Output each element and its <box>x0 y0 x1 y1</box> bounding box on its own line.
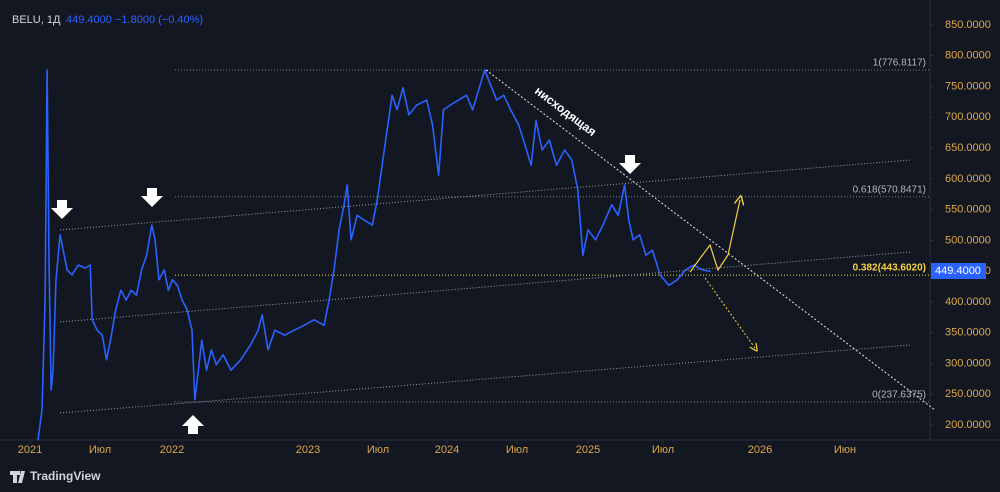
price-tag <box>931 263 986 279</box>
x-tick-label: 2023 <box>296 444 320 456</box>
symbol: BELU, 1Д <box>12 14 61 26</box>
x-tick-label: 2025 <box>576 444 600 456</box>
y-tick-label: 300.0000 <box>945 357 991 369</box>
logo <box>10 471 25 483</box>
y-tick-label: 400.0000 <box>945 296 991 308</box>
y-tick-label: 700.0000 <box>945 111 991 123</box>
arrow-down <box>51 200 73 219</box>
x-tick-label: Июн <box>834 444 856 456</box>
x-tick-label: 2022 <box>160 444 184 456</box>
y-tick-label: 550.0000 <box>945 204 991 216</box>
x-tick-label: 2026 <box>748 444 772 456</box>
y-tick-label: 850.0000 <box>945 19 991 31</box>
arrow-up <box>182 415 204 434</box>
x-tick-label: 2024 <box>435 444 459 456</box>
x-tick-label: Июл <box>89 444 111 456</box>
brand: TradingView <box>30 469 101 483</box>
price: 449.4000 <box>66 14 112 26</box>
change: −1.8000 (−0.40%) <box>115 14 203 26</box>
channel-line <box>59 344 911 414</box>
x-tick-label: Июл <box>506 444 528 456</box>
price-tag-label: 449.4000 <box>935 265 981 277</box>
fib-label: 1(776.8117) <box>873 58 926 69</box>
arrow-down <box>141 188 163 207</box>
y-tick-label: 750.0000 <box>945 80 991 92</box>
projection-up <box>689 200 740 273</box>
plot: 200.0000 250.0000 300.0000 350.0000 400.0000… <box>18 19 991 456</box>
channel-line <box>59 251 911 323</box>
x-tick-label: 2021 <box>18 444 42 456</box>
y-tick-label: 200.0000 <box>945 419 991 431</box>
y-tick-label: 500.0000 <box>945 234 991 246</box>
y-tick-label: 250.0000 <box>945 388 991 400</box>
y-tick-label: 800.0000 <box>945 50 991 62</box>
fib-label: 0.618(570.8471) <box>853 184 926 195</box>
trend-line <box>485 69 936 411</box>
y-tick-label: 650.0000 <box>945 142 991 154</box>
x-tick-label: Июл <box>652 444 674 456</box>
y-tick-label: 350.0000 <box>945 327 991 339</box>
y-tick-label: 600.0000 <box>945 173 991 185</box>
arrow-down <box>619 155 641 174</box>
price-line <box>37 69 711 441</box>
channel-line <box>59 159 911 231</box>
x-tick-label: Июл <box>367 444 389 456</box>
fib-label: 0(237.6375) <box>872 389 926 400</box>
fib-label: 0.382(443.6020) <box>853 263 926 274</box>
